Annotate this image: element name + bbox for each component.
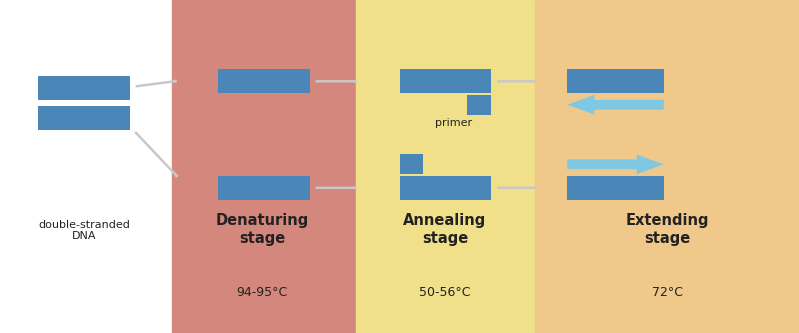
- Bar: [356, 0, 535, 333]
- Polygon shape: [567, 95, 664, 115]
- Bar: [400, 176, 491, 200]
- Text: 72°C: 72°C: [652, 286, 682, 299]
- Bar: [217, 69, 310, 93]
- Bar: [38, 106, 129, 130]
- Bar: [567, 69, 664, 93]
- Bar: [400, 154, 423, 174]
- Bar: [535, 0, 799, 333]
- Bar: [567, 176, 664, 200]
- Bar: [400, 69, 491, 93]
- Text: Extending
stage: Extending stage: [626, 213, 709, 245]
- Bar: [38, 76, 129, 100]
- Text: 50-56°C: 50-56°C: [419, 286, 471, 299]
- Text: double-stranded
DNA: double-stranded DNA: [38, 220, 129, 241]
- Polygon shape: [567, 155, 664, 174]
- Text: 94-95°C: 94-95°C: [237, 286, 288, 299]
- Text: primer: primer: [435, 118, 472, 128]
- Bar: [467, 95, 491, 115]
- Bar: [172, 0, 356, 333]
- Text: Denaturing
stage: Denaturing stage: [216, 213, 308, 245]
- Bar: [217, 176, 310, 200]
- Text: Annealing
stage: Annealing stage: [403, 213, 487, 245]
